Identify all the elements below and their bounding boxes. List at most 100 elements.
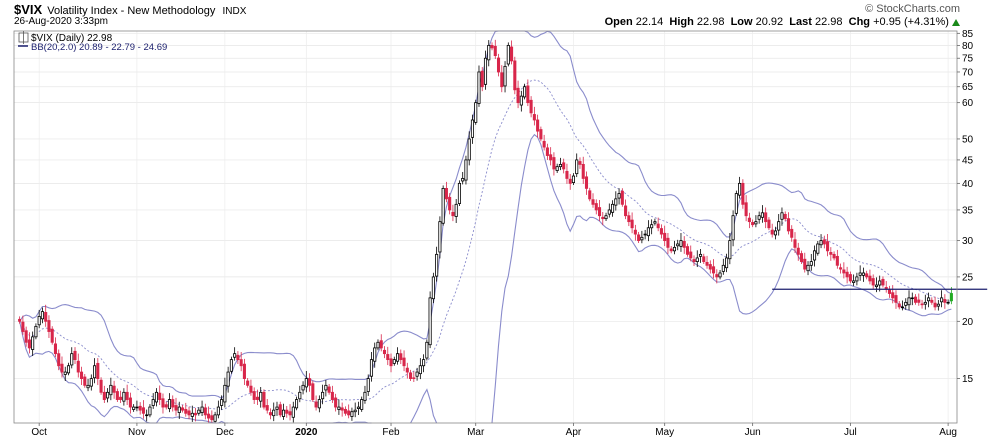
candle-body <box>578 161 582 165</box>
candle-body <box>725 257 729 269</box>
candle-body <box>418 365 422 375</box>
legend-price-entry[interactable]: $VIX (Daily) 22.98 <box>31 33 113 44</box>
candle-body <box>233 353 237 358</box>
candle-body <box>363 391 367 401</box>
candle-body <box>57 353 61 367</box>
candle-body <box>653 221 657 224</box>
candle-body <box>519 95 523 106</box>
candle-body <box>454 203 458 217</box>
candle-body <box>27 339 31 349</box>
candle-body <box>848 274 852 282</box>
candle-body <box>679 240 683 247</box>
y-tick-label: 85 <box>962 29 974 40</box>
candle-body <box>102 391 106 400</box>
candle-body <box>783 214 787 220</box>
candle-body <box>933 302 937 308</box>
candle-body <box>106 391 110 399</box>
candle-body <box>708 264 712 270</box>
chg-value: +0.95 (+4.31%) <box>873 16 949 28</box>
candle-body <box>327 386 331 393</box>
candle-body <box>663 232 667 242</box>
candle-body <box>819 240 823 246</box>
low-value: 20.92 <box>755 16 784 28</box>
candle-body <box>793 239 797 248</box>
candle-body <box>268 412 273 416</box>
candle-body <box>259 391 263 402</box>
candle-body <box>845 271 849 278</box>
candle-body <box>402 357 406 367</box>
candle-body <box>86 384 90 389</box>
up-arrow-icon <box>952 19 960 26</box>
candle-body <box>174 405 178 411</box>
candle-body <box>272 409 276 417</box>
y-tick-label: 30 <box>962 236 974 247</box>
candle-body <box>223 384 227 403</box>
candle-body <box>529 99 533 114</box>
candle-body <box>500 72 504 88</box>
candle-body <box>216 406 220 416</box>
candle-body <box>317 399 321 409</box>
candle-body <box>920 303 924 306</box>
candle-body <box>643 233 647 236</box>
candle-body <box>682 241 686 248</box>
candle-body <box>796 247 800 255</box>
candle-body <box>676 243 680 247</box>
x-tick-label: Feb <box>382 427 400 438</box>
candle-body <box>122 391 126 402</box>
candle-body <box>262 391 266 408</box>
candle-body <box>255 396 259 400</box>
candle-body <box>464 159 468 181</box>
candle-body <box>392 359 396 364</box>
quote-bar: 26-Aug-2020 3:33pm Open 22.14 High 22.98… <box>14 16 960 29</box>
candle-body <box>611 203 615 213</box>
candle-body <box>734 193 738 214</box>
candle-body <box>601 216 605 220</box>
candle-body <box>128 397 132 408</box>
ticker-symbol[interactable]: $VIX <box>14 2 43 17</box>
candle-body <box>539 129 543 140</box>
candle-body <box>923 301 927 305</box>
candle-body <box>614 198 618 206</box>
candle-body <box>839 267 843 270</box>
candle-body <box>171 399 175 408</box>
candle-body <box>738 182 742 196</box>
candle-body <box>79 371 84 379</box>
candle-body <box>438 221 442 253</box>
candle-body <box>180 407 185 411</box>
candle-body <box>347 410 351 416</box>
legend: $VIX (Daily) 22.98 BB(20,2.0) 20.89 - 22… <box>18 31 167 53</box>
candle-body <box>842 269 846 274</box>
candle-body <box>715 274 719 278</box>
candle-body <box>813 250 817 261</box>
x-tick-label: Mar <box>467 427 485 438</box>
candle-body <box>343 408 347 414</box>
candle-body <box>281 409 286 417</box>
candle-body <box>637 234 641 242</box>
y-tick-label: 40 <box>962 179 974 190</box>
y-tick-label: 45 <box>962 155 974 166</box>
candle-body <box>474 102 478 123</box>
legend-bb-entry[interactable]: BB(20,2.0) 20.89 - 22.79 - 24.69 <box>31 42 167 53</box>
brand-watermark[interactable]: © StockCharts.com <box>865 3 960 15</box>
candle-body <box>340 407 344 411</box>
candle-body <box>246 380 250 386</box>
candle-body <box>373 347 377 362</box>
candle-body <box>878 280 882 286</box>
candle-body <box>728 240 732 260</box>
candle-body <box>135 406 139 409</box>
low-label: Low <box>730 16 753 28</box>
candle-body <box>767 219 771 229</box>
candle-body <box>275 406 279 410</box>
y-tick-label: 80 <box>962 41 974 52</box>
instrument-name: Volatility Index - New Methodology <box>47 5 216 17</box>
candle-body <box>943 299 947 303</box>
candle-body <box>167 399 172 410</box>
candle-body <box>712 266 716 274</box>
x-tick-label: May <box>655 427 674 438</box>
candle-body <box>510 46 514 62</box>
candle-body <box>278 404 282 416</box>
candle-body <box>220 399 224 406</box>
candle-body <box>861 272 865 276</box>
candle-body <box>337 406 341 410</box>
